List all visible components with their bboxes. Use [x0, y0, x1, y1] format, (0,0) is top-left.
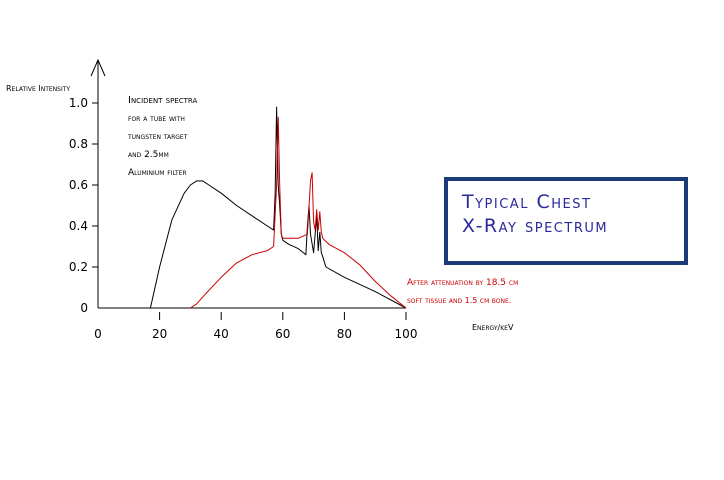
attenuated-note-line-1: After attenuation by 18.5 cm	[407, 278, 518, 288]
x-tick-label: 20	[152, 327, 167, 341]
incident-note-line-1: Incident spectra	[128, 95, 197, 106]
y-tick-label: 0.2	[69, 260, 88, 274]
x-tick-label: 80	[337, 327, 352, 341]
x-tick-label: 60	[275, 327, 290, 341]
y-tick-label: 0.6	[69, 178, 88, 192]
y-tick-label: 1.0	[69, 96, 88, 110]
chart-title-line-1: Typical Chest	[462, 191, 592, 213]
y-axis-arrow	[90, 58, 106, 77]
incident-note-line-5: Aluminium filter	[128, 168, 187, 178]
incident-note-line-4: and 2.5mm	[128, 150, 169, 160]
chart-title-box: Typical Chest X-Ray spectrum	[444, 177, 688, 265]
y-tick-label: 0.8	[69, 137, 88, 151]
chart-title-line-2: X-Ray spectrum	[462, 215, 609, 237]
x-tick-label: 100	[395, 327, 418, 341]
y-tick-label: 0	[80, 301, 88, 315]
x-axis-label: Energy/keV	[472, 323, 514, 332]
y-tick-label: 0.4	[69, 219, 88, 233]
incident-note-line-3: tungsten target	[127, 132, 188, 142]
y-axis-label: Relative Intensity	[6, 84, 70, 93]
series-group	[149, 106, 407, 309]
attenuated-spectrum-line	[190, 116, 407, 309]
x-tick-label: 40	[214, 327, 229, 341]
axis-ticks: 0 0.2 0.4 0.6 0.8 1.0 0 20 40 60 80 100	[69, 96, 418, 341]
attenuated-note-line-2: soft tissue and 1.5 cm bone.	[407, 296, 511, 305]
x-tick-label: 0	[94, 327, 102, 341]
incident-note-line-2: for a tube with	[128, 114, 185, 124]
